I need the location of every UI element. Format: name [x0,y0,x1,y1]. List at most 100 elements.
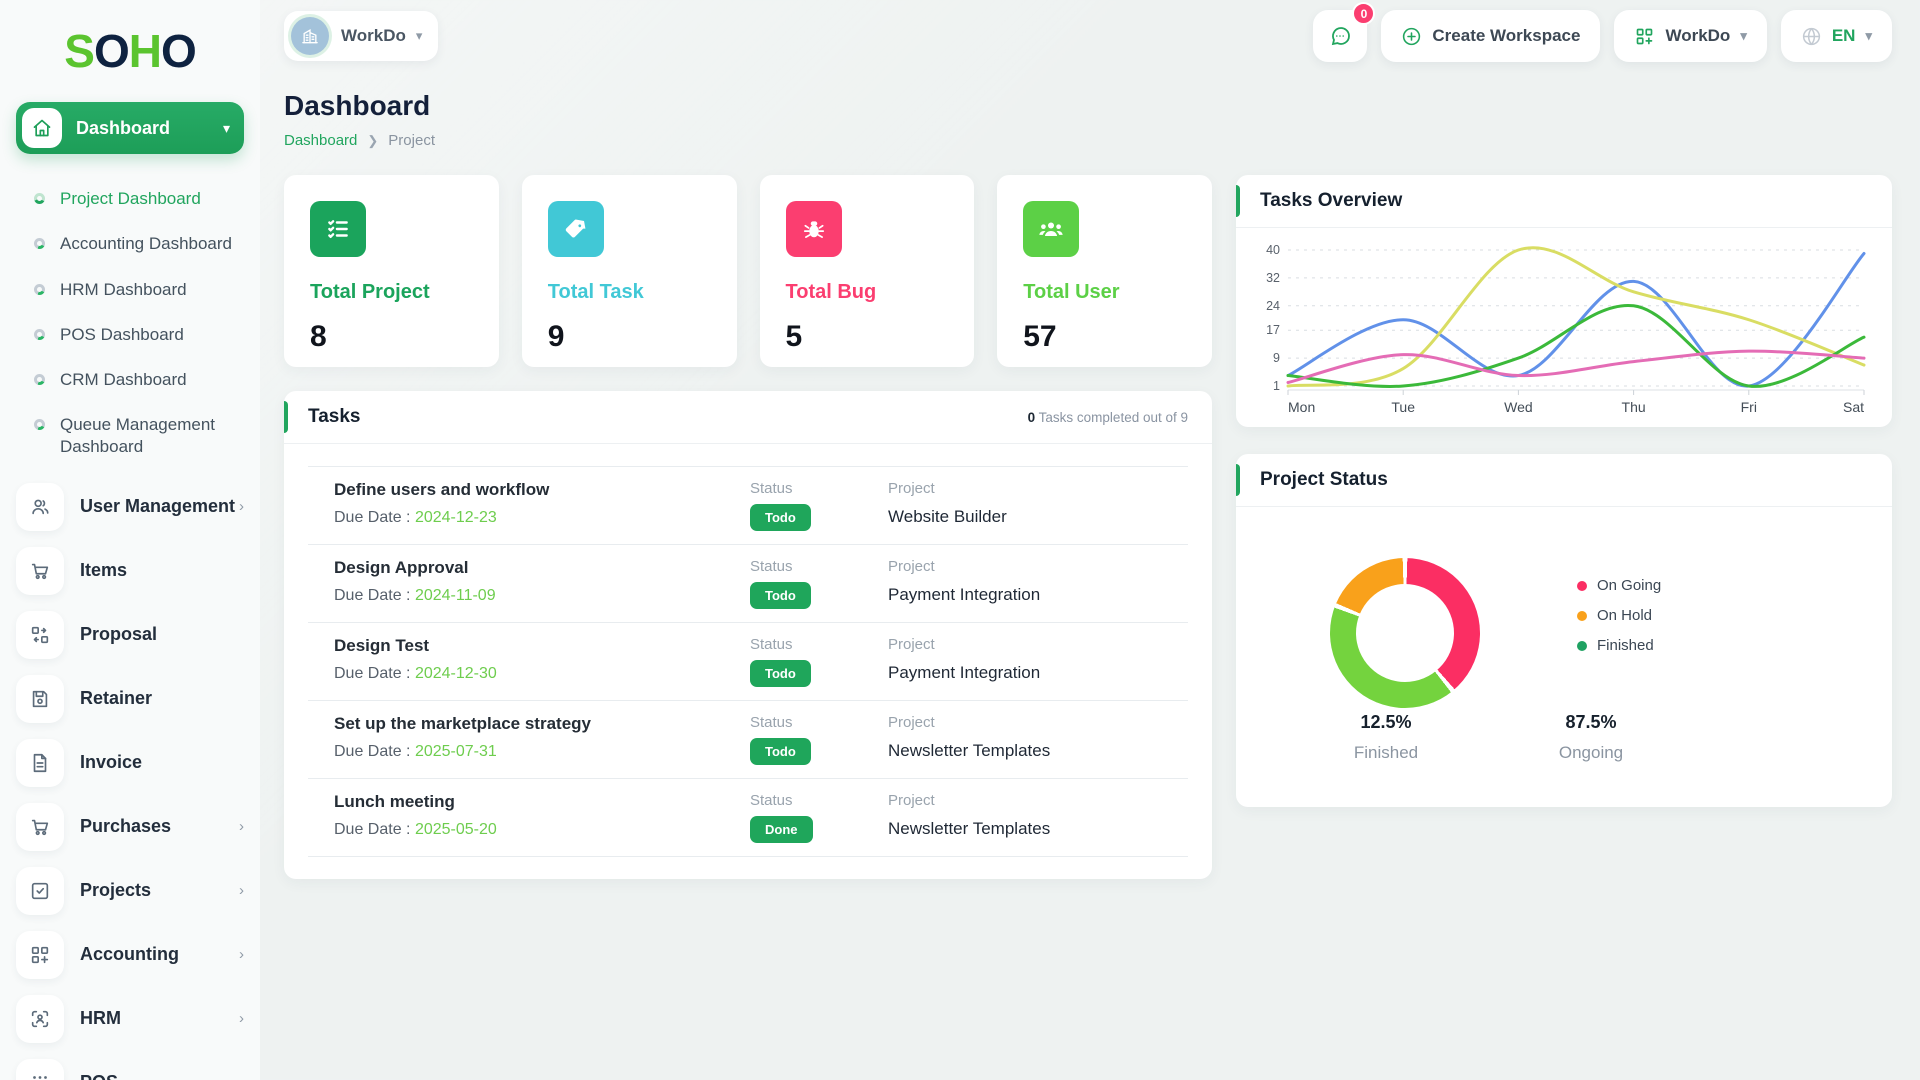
workspace-name: WorkDo [341,26,406,45]
sidebar-item-label: User Management [80,496,236,517]
project-column-label: Project [888,792,935,809]
stat-label: Total User [1023,281,1120,303]
soho-logo[interactable]: SOHO [0,24,260,78]
sidebar-item-pos-dashboard[interactable]: POS Dashboard [0,312,260,357]
create-workspace-button[interactable]: Create Workspace [1381,10,1601,62]
sidebar-item-proposal[interactable]: Proposal [0,607,260,663]
project-column-label: Project [888,636,935,653]
svg-text:Wed: Wed [1504,399,1533,415]
due-date-value: 2024-11-09 [414,587,496,604]
divider [308,700,1188,701]
tasks-overview-title: Tasks Overview [1260,190,1403,211]
breadcrumb: Dashboard ❯ Project [284,132,1892,149]
tasks-summary-text: Tasks completed out of 9 [1035,409,1188,425]
project-status-card: Project Status On Going On Hold [1236,454,1892,807]
submenu-label: Project Dashboard [60,189,201,208]
stat-label: Total Task [547,281,644,303]
workdo-menu-button[interactable]: WorkDo ▾ [1614,10,1767,62]
checklist-icon [310,201,366,257]
svg-text:1: 1 [1273,379,1280,393]
topbar: WorkDo ▾ 0 Create Workspace WorkDo ▾ EN … [284,0,1892,72]
breadcrumb-dashboard-link[interactable]: Dashboard [284,132,358,149]
users-icon [16,482,64,531]
workspace-avatar [291,17,329,55]
bullet-icon [34,328,45,340]
divider [308,466,1188,467]
home-icon [22,108,62,148]
divider [308,622,1188,623]
svg-text:Mon: Mon [1288,399,1315,415]
project-column-label: Project [888,714,935,731]
task-project: Newsletter Templates [888,819,1051,838]
main-area: WorkDo ▾ 0 Create Workspace WorkDo ▾ EN … [260,0,1920,1080]
sidebar-item-label: Invoice [80,752,143,773]
sidebar-item-retainer[interactable]: Retainer [0,671,260,727]
divider [308,544,1188,545]
sidebar-item-project-dashboard[interactable]: Project Dashboard [0,176,260,221]
total-bug-card: Total Bug 5 [759,175,975,367]
tasks-overview-chart[interactable]: 40 32 24 17 9 1 Mon Tue Wed Thu Fri Sat [1236,228,1892,427]
legend-item-finished[interactable]: Finished [1577,637,1661,654]
sidebar-item-accounting[interactable]: Accounting › [0,927,260,983]
submenu-label: Accounting Dashboard [60,234,233,254]
task-due: Due Date : 2025-05-20 [334,821,497,838]
status-badge[interactable]: Todo [750,738,811,765]
globe-icon [1802,27,1820,45]
task-project: Newsletter Templates [888,741,1051,760]
sidebar-item-accounting-dashboard[interactable]: Accounting Dashboard [0,221,260,266]
language-selector[interactable]: EN ▾ [1780,10,1892,62]
sidebar: SOHO Dashboard ▾ Project Dashboard Accou… [0,0,260,1080]
sidebar-item-hrm-dashboard[interactable]: HRM Dashboard [0,267,260,312]
divider [308,856,1188,857]
legend-label: Finished [1597,637,1654,654]
messages-badge: 0 [1352,2,1376,25]
sidebar-item-pos[interactable]: POS › [0,1055,260,1080]
status-badge[interactable]: Todo [750,582,811,609]
legend-item-on-going[interactable]: On Going [1577,577,1661,594]
task-title: Lunch meeting [334,792,455,811]
svg-text:40: 40 [1266,243,1280,257]
svg-text:Tue: Tue [1391,399,1415,415]
logo-letter: O [160,25,197,77]
task-row[interactable]: Design Test Due Date : 2024-12-30 Status… [284,623,1212,700]
breadcrumb-current: Project [388,132,435,149]
percentage-value: 12.5% [1360,712,1412,732]
task-due: Due Date : 2024-12-23 [334,509,497,526]
bullet-icon [34,419,45,431]
sidebar-item-projects[interactable]: Projects › [0,863,260,919]
sidebar-item-invoice[interactable]: Invoice [0,735,260,791]
sidebar-item-dashboard[interactable]: Dashboard ▾ [16,102,244,154]
svg-text:9: 9 [1273,351,1280,365]
task-project: Payment Integration [888,663,1041,682]
total-task-card: Total Task 9 [521,175,737,367]
submenu-label: HRM Dashboard [60,279,187,299]
task-row[interactable]: Lunch meeting Due Date : 2025-05-20 Stat… [284,779,1212,856]
legend-dot [1577,640,1587,651]
messages-button[interactable]: 0 [1313,2,1376,62]
status-badge[interactable]: Todo [750,504,811,531]
legend-item-on-hold[interactable]: On Hold [1577,607,1661,624]
sidebar-item-crm-dashboard[interactable]: CRM Dashboard [0,357,260,402]
sidebar-item-hrm[interactable]: HRM › [0,991,260,1047]
bug-icon [785,201,842,257]
project-status-donut[interactable] [1330,558,1480,708]
workspace-selector[interactable]: WorkDo ▾ [284,11,439,61]
task-row[interactable]: Set up the marketplace strategy Due Date… [284,701,1212,778]
task-row[interactable]: Design Approval Due Date : 2024-11-09 St… [284,545,1212,622]
sidebar-item-items[interactable]: Items [0,543,260,599]
status-badge[interactable]: Todo [750,660,811,687]
sidebar-item-queue-management-dashboard[interactable]: Queue Management Dashboard [0,402,260,469]
submenu-label: CRM Dashboard [60,370,187,389]
task-row[interactable]: Define users and workflow Due Date : 202… [284,467,1212,544]
cart-icon [16,802,64,851]
stat-value: 9 [547,320,565,353]
status-badge[interactable]: Done [750,816,813,843]
sidebar-item-label: Projects [80,880,152,901]
file-text-icon [16,738,64,787]
proposal-icon [16,610,64,659]
divider [308,778,1188,779]
page-head: Dashboard Dashboard ❯ Project [284,90,1892,149]
sidebar-item-purchases[interactable]: Purchases › [0,799,260,855]
task-title: Design Approval [334,558,469,577]
sidebar-item-user-management[interactable]: User Management › [0,479,260,535]
